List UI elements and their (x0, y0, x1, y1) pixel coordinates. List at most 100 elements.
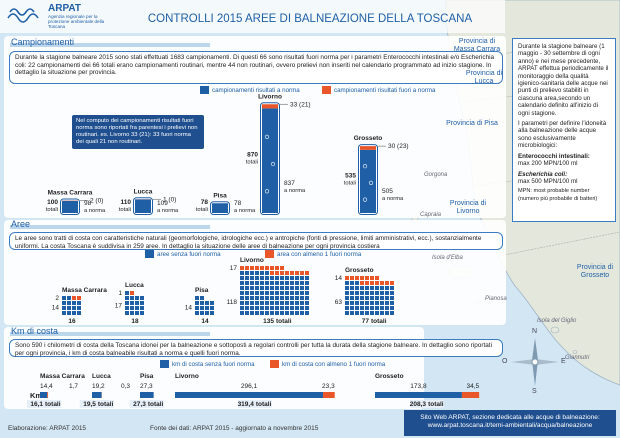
area-square (380, 286, 384, 290)
fuori-label: 33 (21) (290, 101, 311, 108)
area-square (360, 296, 364, 300)
area-square (265, 286, 269, 290)
total-value: 14 (201, 318, 209, 325)
province-name: Grosseto (345, 267, 374, 274)
total-value: 870 (247, 152, 258, 159)
area-square (390, 296, 394, 300)
senza-value: 14 (185, 304, 193, 311)
area-square (195, 306, 199, 310)
area-square (355, 276, 359, 280)
area-square (380, 311, 384, 315)
area-square (370, 276, 374, 280)
total-value: 208,3 (410, 401, 427, 408)
total-box (27, 400, 62, 408)
area-group (130, 291, 134, 295)
area-square (300, 291, 304, 295)
area-square (290, 286, 294, 290)
area-square (255, 266, 259, 270)
note-box: Nel computo dei campionamenti risultati … (72, 115, 204, 149)
area-square (370, 306, 374, 310)
area-square (390, 301, 394, 305)
area-square (290, 301, 294, 305)
area-square (300, 296, 304, 300)
area-square (135, 311, 139, 315)
info-text: Durante la stagione balneare (1 maggio -… (518, 43, 609, 117)
area-square (200, 296, 204, 300)
compass (511, 338, 559, 386)
area-square (365, 291, 369, 295)
area-group (195, 296, 214, 315)
province-label: Provincia di Grosseto (576, 264, 614, 279)
area-square (305, 286, 309, 290)
area-square (370, 296, 374, 300)
area-square (370, 311, 374, 315)
paragraph: Durante la stagione balneare 2015 sono s… (9, 51, 503, 84)
province-name: Massa Carrara (40, 373, 85, 380)
area-square (260, 306, 264, 310)
area-square (270, 276, 274, 280)
area-square (355, 291, 359, 295)
area-square (270, 311, 274, 315)
total-value: 535 (345, 173, 356, 180)
total-box (410, 400, 445, 408)
area-square (240, 301, 244, 305)
area-square (285, 301, 289, 305)
area-square (290, 311, 294, 315)
area-square (280, 311, 284, 315)
total-value: 100 (47, 199, 58, 206)
area-square (67, 306, 71, 310)
province-name: Pisa (213, 192, 227, 199)
area-square (375, 301, 379, 305)
area-square (210, 311, 214, 315)
area-square (270, 291, 274, 295)
area-square (245, 281, 249, 285)
bubble (264, 134, 270, 139)
legend-swatch (145, 250, 154, 258)
area-square (245, 276, 249, 280)
area-square (245, 296, 249, 300)
legend-label: aree senza fuori norma (157, 251, 221, 258)
area-square (365, 301, 369, 305)
area-square (255, 291, 259, 295)
area-square (275, 306, 279, 310)
total-unit: totali (246, 160, 258, 166)
paragraph: Sono 590 i chilometri di costa della Tos… (9, 339, 503, 357)
senza-value: 19,2 (92, 383, 105, 390)
area-square (390, 281, 394, 285)
area-square (270, 286, 274, 290)
legend-label: campionamenti risultati a norma (212, 87, 300, 94)
fuori-value: 34,5 (466, 383, 479, 390)
a-norma-unit: a norma (284, 188, 306, 194)
area-square (300, 311, 304, 315)
area-group (72, 296, 81, 300)
area-square (270, 301, 274, 305)
area-square (295, 311, 299, 315)
area-square (250, 266, 254, 270)
area-square (205, 306, 209, 310)
km-bar (461, 392, 480, 398)
area-square (390, 311, 394, 315)
area-square (240, 266, 244, 270)
heading-bar (10, 225, 210, 229)
area-square (295, 271, 299, 275)
province-name: Grosseto (354, 135, 383, 142)
area-square (250, 296, 254, 300)
area-square (280, 301, 284, 305)
web-box: Sito Web ARPAT, sezione dedicata alle ac… (404, 410, 616, 436)
area-square (355, 296, 359, 300)
header-band (0, 0, 505, 33)
credit: Elaborazione: ARPAT 2015 (8, 425, 87, 432)
area-square (265, 271, 269, 275)
area-square (270, 266, 274, 270)
area-square (285, 306, 289, 310)
area-square (305, 271, 309, 275)
tube-a-norma (360, 149, 376, 213)
area-group (240, 266, 309, 275)
senza-value: 14 (52, 304, 60, 311)
province-name: Massa Carrara (48, 190, 93, 197)
province-name: Livorno (240, 257, 264, 264)
km-bar (92, 392, 102, 398)
area-square (72, 301, 76, 305)
area-square (265, 281, 269, 285)
island-label: Capraia (420, 212, 442, 218)
